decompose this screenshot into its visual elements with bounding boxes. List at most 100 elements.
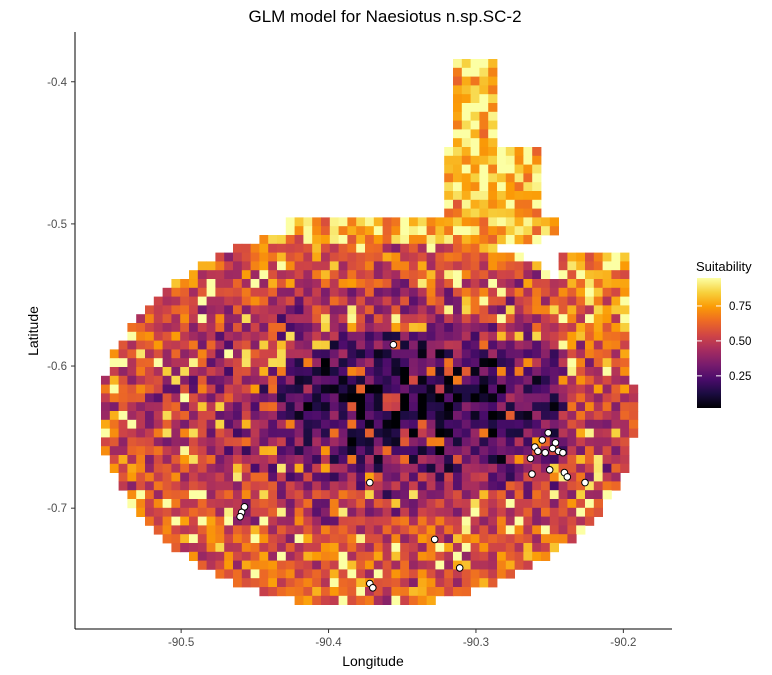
heatmap-cell [541, 534, 551, 544]
heatmap-cell [180, 446, 190, 456]
heatmap-cell [409, 446, 419, 456]
heatmap-cell [162, 296, 172, 306]
heatmap-cell [444, 296, 454, 306]
heatmap-cell [461, 296, 471, 306]
heatmap-cell [461, 402, 471, 412]
heatmap-cell [277, 455, 287, 465]
heatmap-cell [312, 375, 322, 385]
heatmap-cell [479, 525, 489, 535]
heatmap-cell [532, 164, 542, 174]
heatmap-cell [470, 551, 480, 561]
heatmap-cell [602, 375, 612, 385]
heatmap-cell [233, 393, 243, 403]
heatmap-cell [373, 279, 383, 289]
heatmap-cell [206, 525, 216, 535]
heatmap-cell [382, 569, 392, 579]
heatmap-cell [549, 525, 559, 535]
heatmap-cell [497, 367, 507, 377]
heatmap-cell [523, 516, 533, 526]
heatmap-cell [453, 111, 463, 121]
heatmap-cell [303, 402, 313, 412]
heatmap-cell [268, 428, 278, 438]
heatmap-cell [321, 226, 331, 236]
heatmap-cell [541, 551, 551, 561]
heatmap-cell [523, 490, 533, 500]
heatmap-cell [180, 516, 190, 526]
heatmap-cell [321, 375, 331, 385]
heatmap-cell [321, 595, 331, 605]
heatmap-cell [171, 358, 181, 368]
heatmap-cell [215, 560, 225, 570]
heatmap-cell [356, 437, 366, 447]
heatmap-cell [470, 490, 480, 500]
heatmap-cell [136, 455, 146, 465]
heatmap-cell [558, 507, 568, 517]
heatmap-cell [250, 455, 260, 465]
heatmap-cell [294, 340, 304, 350]
heatmap-cell [321, 516, 331, 526]
heatmap-cell [532, 226, 542, 236]
heatmap-cell [497, 499, 507, 509]
heatmap-cell [549, 314, 559, 324]
heatmap-cell [338, 226, 348, 236]
heatmap-cell [532, 428, 542, 438]
heatmap-cell [461, 164, 471, 174]
occurrence-point [545, 466, 554, 474]
heatmap-cell [479, 402, 489, 412]
heatmap-cell [118, 393, 128, 403]
heatmap-cell [488, 419, 498, 429]
heatmap-cell [365, 463, 375, 473]
heatmap-cell [285, 490, 295, 500]
heatmap-cell [268, 349, 278, 359]
heatmap-cell [576, 296, 586, 306]
heatmap-cell [197, 296, 207, 306]
heatmap-cell [224, 296, 234, 306]
heatmap-cell [189, 534, 199, 544]
heatmap-cell [294, 243, 304, 253]
heatmap-cell [338, 305, 348, 315]
heatmap-cell [611, 261, 621, 271]
heatmap-cell [285, 507, 295, 517]
heatmap-cell [558, 384, 568, 394]
heatmap-cell [162, 534, 172, 544]
heatmap-cell [277, 507, 287, 517]
heatmap-cell [145, 340, 155, 350]
heatmap-cell [162, 287, 172, 297]
heatmap-cell [426, 217, 436, 227]
heatmap-cell [470, 120, 480, 130]
heatmap-cell [250, 428, 260, 438]
heatmap-cell [593, 331, 603, 341]
heatmap-cell [435, 551, 445, 561]
heatmap-cell [329, 314, 339, 324]
heatmap-cell [409, 560, 419, 570]
heatmap-cell [470, 287, 480, 297]
heatmap-cell [470, 367, 480, 377]
heatmap-cell [444, 164, 454, 174]
heatmap-cell [268, 446, 278, 456]
heatmap-cell [321, 279, 331, 289]
heatmap-cell [470, 560, 480, 570]
heatmap-cell [356, 349, 366, 359]
heatmap-cell [365, 499, 375, 509]
heatmap-cell [277, 270, 287, 280]
heatmap-cell [514, 507, 524, 517]
heatmap-cell [312, 349, 322, 359]
heatmap-cell [461, 120, 471, 130]
heatmap-cell [180, 305, 190, 315]
heatmap-cell [153, 525, 163, 535]
heatmap-cell [461, 437, 471, 447]
heatmap-cell [417, 490, 427, 500]
heatmap-cell [294, 235, 304, 245]
heatmap-cell [400, 578, 410, 588]
heatmap-cell [373, 375, 383, 385]
occurrence-point [369, 584, 377, 592]
x-tick-label: -90.4 [315, 637, 342, 649]
heatmap-cell [382, 331, 392, 341]
heatmap-cell [268, 252, 278, 262]
heatmap-cell [241, 543, 251, 553]
heatmap-cell [435, 226, 445, 236]
occurrence-point [236, 512, 244, 521]
heatmap-cell [620, 252, 630, 262]
heatmap-cell [277, 279, 287, 289]
heatmap-cell [541, 384, 551, 394]
